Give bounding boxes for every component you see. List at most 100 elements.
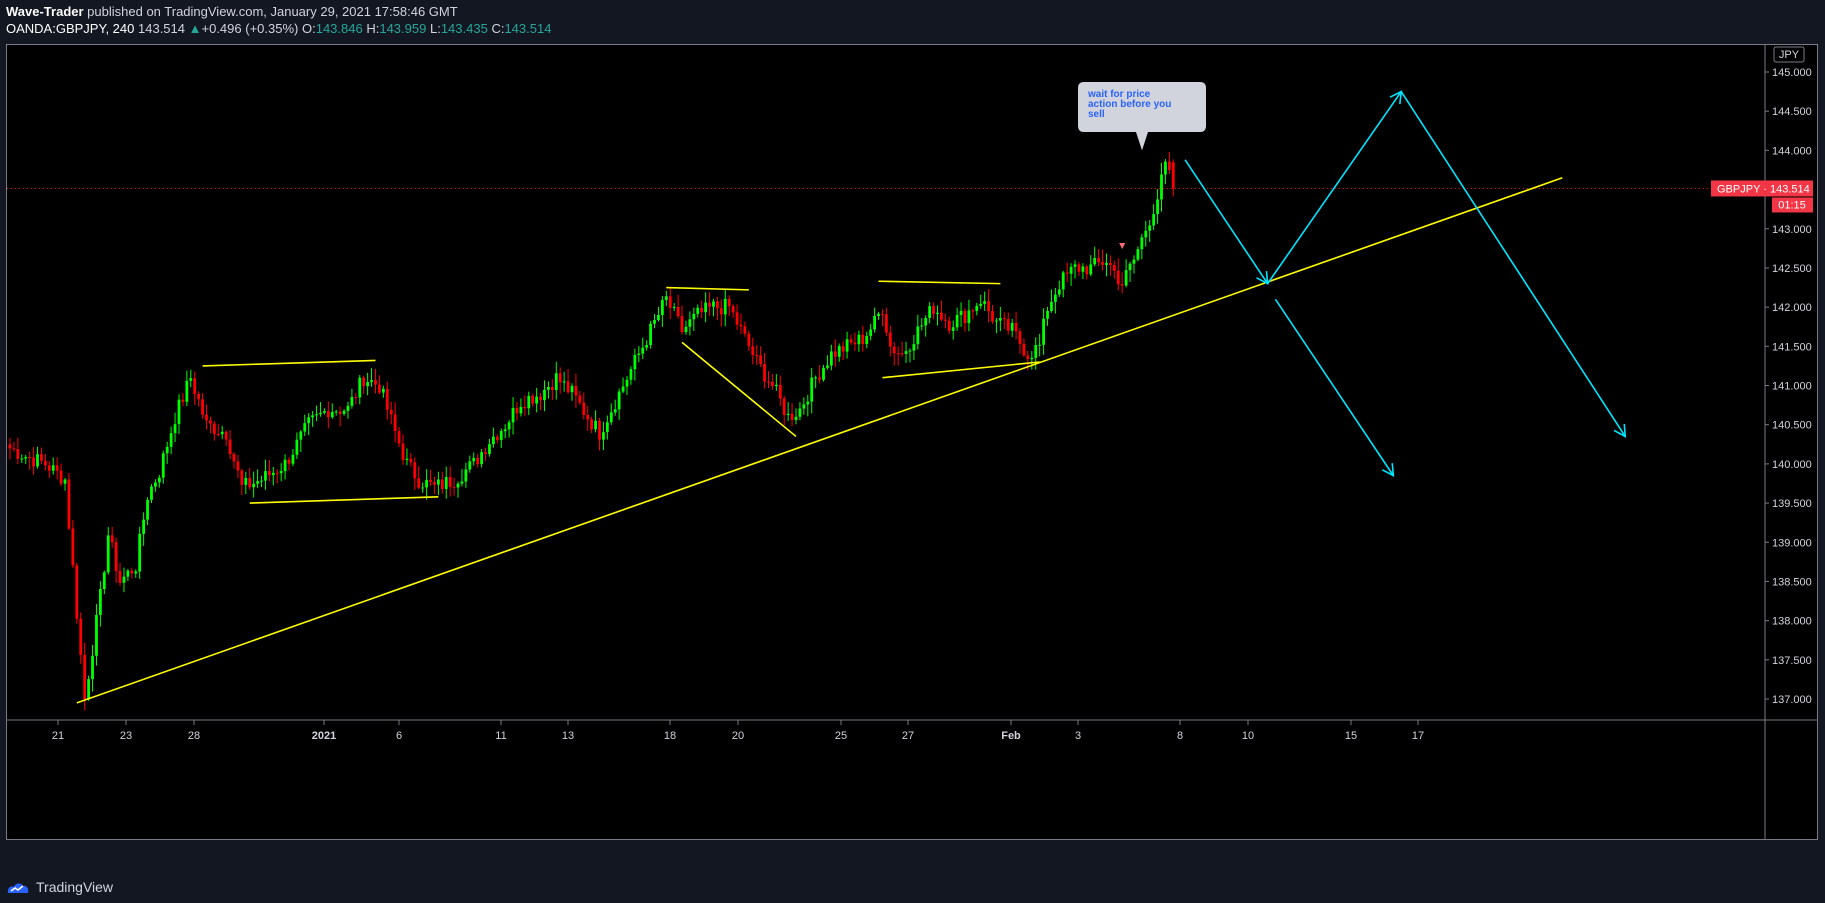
projection-arrow[interactable] [1400,91,1627,438]
candle [1105,253,1108,277]
candle-body [582,402,586,415]
candle [735,304,739,330]
author-name[interactable]: Wave-Trader [6,4,84,19]
candle [692,307,696,331]
projection-arrow[interactable] [1184,159,1269,286]
candle-body [228,439,232,455]
candle-body [771,381,774,387]
candle-body [535,396,539,404]
candle-body [1116,270,1120,285]
pattern-line[interactable] [249,495,439,504]
candle-body [735,312,739,325]
candle [637,346,641,363]
candle-body [146,499,149,520]
candle-body [315,414,318,416]
y-tick-label: 142.000 [1772,302,1812,314]
candle [409,452,413,467]
candle [562,371,566,392]
candle-body [177,399,181,425]
candle-body [908,350,912,352]
candle [330,403,334,419]
candle-body [448,476,452,487]
candle [869,323,873,341]
candle-body [991,311,994,322]
candle [1132,255,1136,274]
candle [794,408,798,425]
pattern-line[interactable] [202,359,376,367]
candle-body [240,470,244,485]
candle [712,298,715,317]
open-label: O: [301,21,316,36]
candle-body [472,457,476,462]
published-text: published on TradingView.com, January 29… [83,4,458,19]
candle-body [1124,270,1128,286]
candle [837,343,841,362]
candle-body [1148,225,1152,231]
candle [550,379,554,400]
x-tick-label: 10 [1242,730,1254,742]
projection-arrow[interactable] [1274,298,1395,478]
candle [900,341,904,357]
candle [55,457,59,480]
candle [920,318,924,331]
candle [853,332,857,352]
candle [83,642,87,711]
candle [1081,263,1085,279]
pattern-line[interactable] [681,341,797,438]
candle [209,416,212,434]
candle-body [91,655,94,680]
candle [570,383,574,401]
chart-panel[interactable]: 145.000 144.500 144.000 143.000 142.500 142.0… [6,44,1818,840]
candle [354,392,358,405]
candle [566,369,570,394]
candle [134,569,138,578]
candle [1014,311,1018,340]
candle [704,292,708,323]
candle [421,482,425,493]
candle [822,364,825,382]
candle-body [767,381,770,383]
projection-arrow[interactable] [1266,90,1403,285]
candle-body [393,414,397,432]
candle-body [114,542,118,572]
candle-body [558,373,562,383]
candle-body [511,407,515,423]
candle-body [751,346,755,356]
candle [574,373,578,408]
candle [625,375,629,395]
candle [759,346,763,368]
candle [216,424,220,437]
major-trendline[interactable] [76,177,1563,704]
pattern-line[interactable] [666,286,749,291]
candle [849,334,853,345]
candle-body [814,377,818,379]
pattern-line[interactable] [882,361,1040,379]
candle [311,411,315,427]
candle [307,413,311,436]
symbol-label[interactable]: OANDA:GBPJPY, 240 [6,21,135,36]
candle-body [161,453,165,478]
publication-line: Wave-Trader published on TradingView.com… [6,4,458,19]
candle-body [943,319,947,321]
candle [751,337,755,365]
tradingview-brand[interactable]: TradingView [6,876,113,898]
callout-bubble[interactable]: wait for price action before you sell [1078,82,1206,151]
brand-label: TradingView [36,879,114,895]
candle-body [1112,265,1116,271]
candle-body [98,589,102,616]
candle-body [165,446,169,454]
candle-body [609,412,613,423]
candle [370,368,373,387]
candle [106,527,110,575]
pattern-line[interactable] [878,280,1001,285]
candle-body [696,307,700,314]
candle [936,305,939,326]
price-chart[interactable]: 145.000 144.500 144.000 143.000 142.500 142.0… [7,45,1817,839]
candle [539,392,542,411]
candle-body [1065,272,1069,274]
candle-body [550,386,554,391]
candle-body [774,384,778,387]
y-tick-label: 141.000 [1772,381,1812,393]
candle [912,335,916,361]
currency-badge[interactable]: JPY [1773,46,1805,63]
